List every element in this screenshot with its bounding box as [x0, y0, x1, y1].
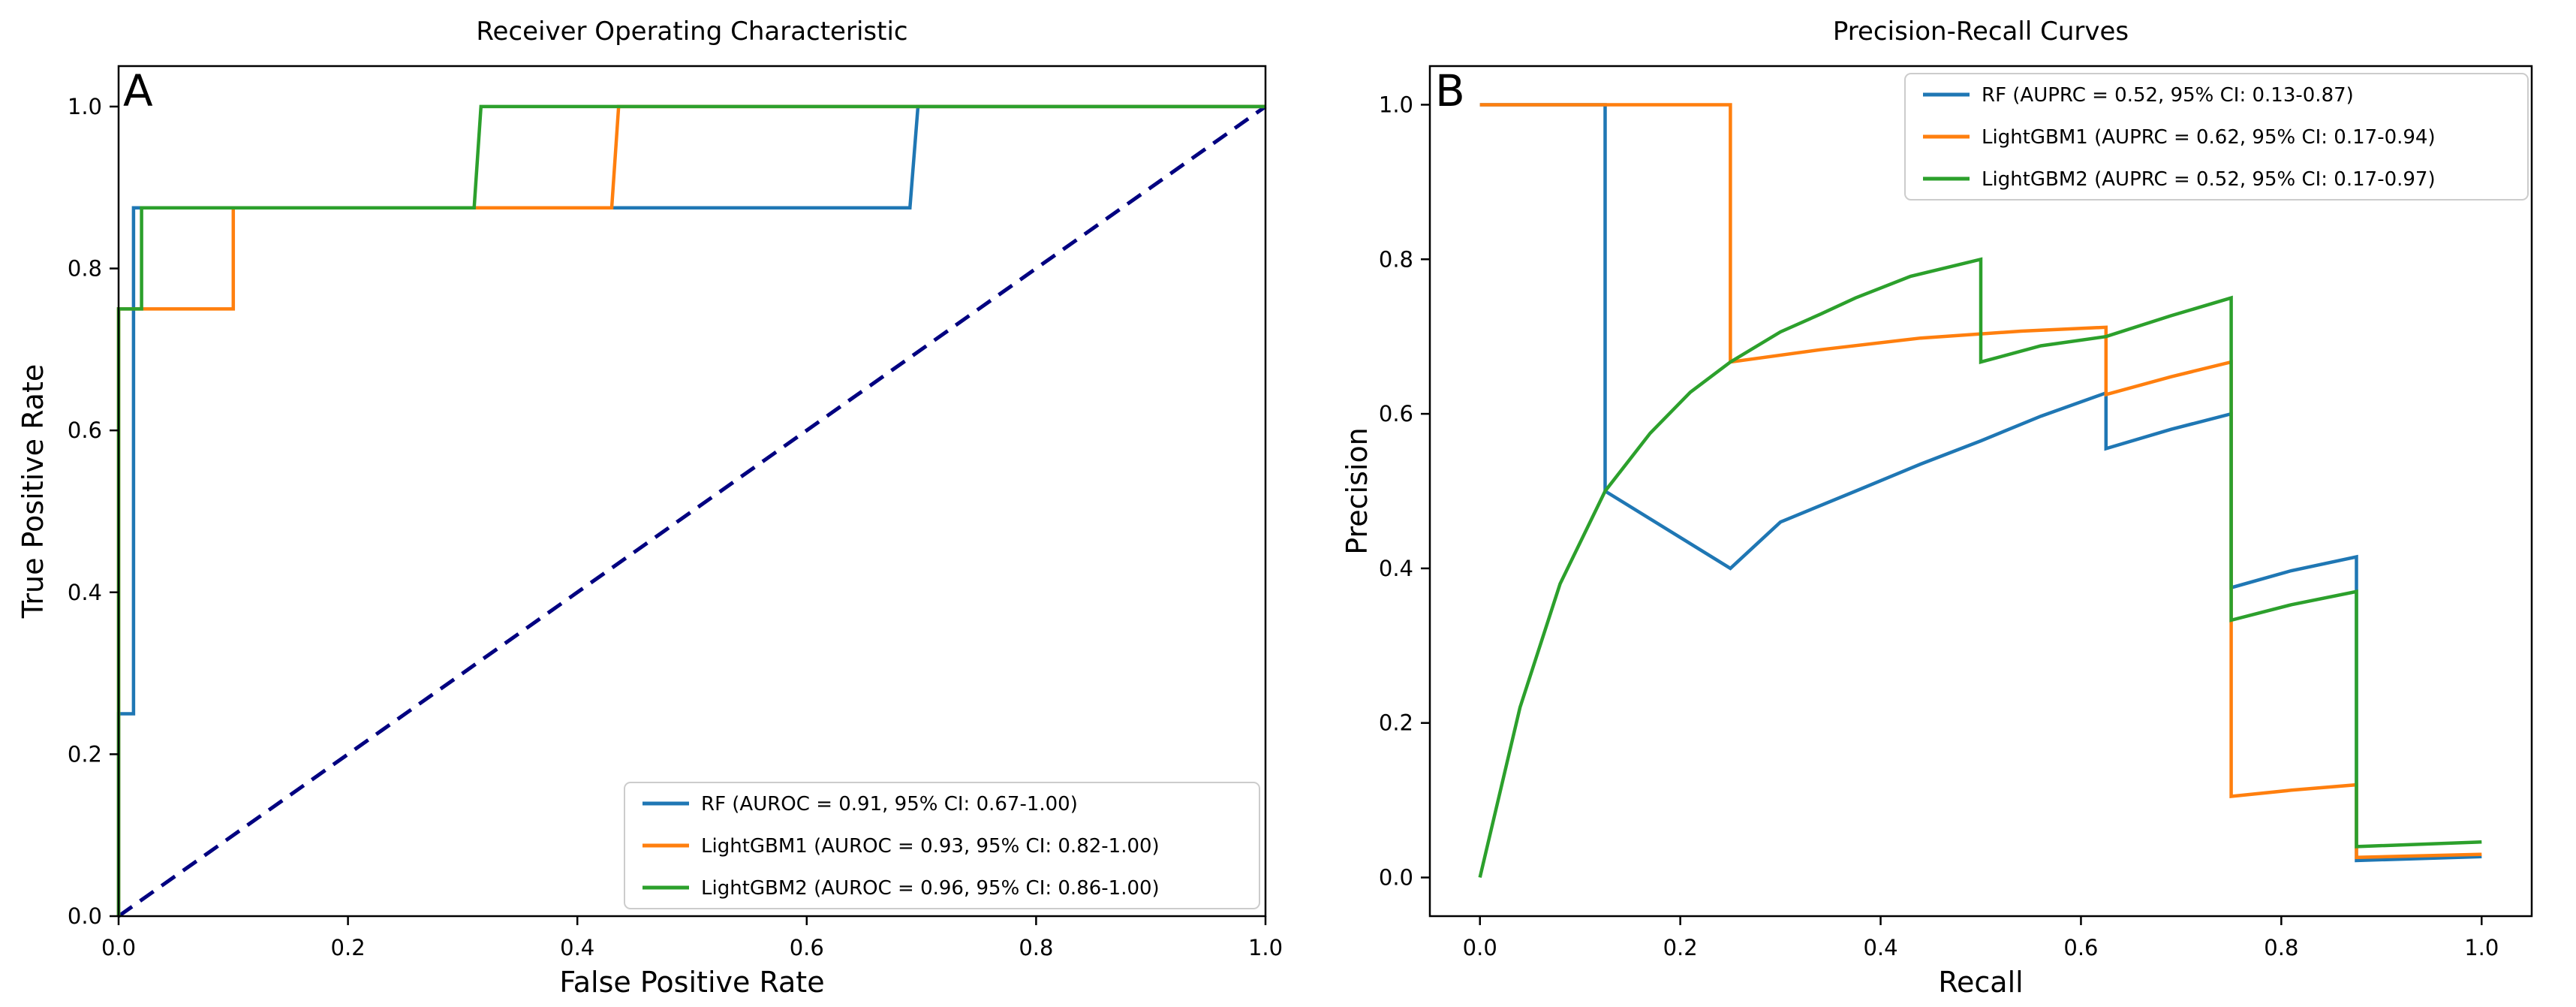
- axes-frame: [1428, 65, 2533, 918]
- x-tick-label: 0.4: [560, 935, 594, 960]
- roc-x-axis-label: False Positive Rate: [559, 966, 825, 999]
- legend-label-lightgbm2: LightGBM2 (AUPRC = 0.52, 95% CI: 0.17-0.…: [1982, 168, 2436, 191]
- pr-x-axis-label: Recall: [1938, 966, 2024, 999]
- x-tick-label: 0.8: [2264, 935, 2298, 960]
- y-tick-label: 0.4: [1379, 556, 1413, 581]
- pr-chart-title: Precision-Recall Curves: [1832, 17, 2129, 47]
- x-tick-label: 0.6: [790, 935, 824, 960]
- y-tick-label: 0.8: [68, 256, 102, 282]
- roc-y-axis-label: True Positive Rate: [17, 363, 50, 619]
- legend-label-rf: RF (AUROC = 0.91, 95% CI: 0.67-1.00): [701, 793, 1078, 816]
- panel-letter-b: B: [1435, 65, 1465, 116]
- curve-chance-diagonal: [117, 104, 1267, 918]
- panel-letter-a: A: [123, 65, 153, 116]
- y-tick-label: 1.0: [68, 94, 102, 119]
- x-tick-label: 0.4: [1863, 935, 1897, 960]
- x-tick-label: 0.2: [1663, 935, 1698, 960]
- y-tick-label: 0.0: [68, 903, 102, 929]
- legend-box: [1904, 73, 2529, 200]
- legend-label-lightgbm2: LightGBM2 (AUROC = 0.96, 95% CI: 0.86-1.…: [701, 877, 1160, 900]
- axes-frame: [117, 65, 1267, 918]
- legend-box: [624, 782, 1260, 909]
- x-tick-label: 0.8: [1019, 935, 1053, 960]
- pr-y-axis-label: Precision: [1341, 427, 1374, 555]
- x-tick-label: 0.6: [2063, 935, 2098, 960]
- y-tick-label: 0.0: [1379, 865, 1413, 891]
- curve-lightgbm2: [1478, 257, 2482, 879]
- legend-label-lightgbm1: LightGBM1 (AUROC = 0.93, 95% CI: 0.82-1.…: [701, 835, 1160, 858]
- y-tick-label: 0.6: [68, 418, 102, 443]
- y-tick-label: 0.2: [68, 741, 102, 767]
- x-tick-label: 0.2: [331, 935, 366, 960]
- roc-chart-title: Receiver Operating Characteristic: [476, 17, 908, 47]
- legend-label-rf: RF (AUPRC = 0.52, 95% CI: 0.13-0.87): [1982, 84, 2354, 107]
- legend-label-lightgbm1: LightGBM1 (AUPRC = 0.62, 95% CI: 0.17-0.…: [1982, 126, 2436, 149]
- x-tick-label: 0.0: [1463, 935, 1497, 960]
- y-tick-label: 0.2: [1379, 710, 1413, 736]
- y-tick-label: 0.8: [1379, 246, 1413, 272]
- y-tick-label: 1.0: [1379, 92, 1413, 117]
- curve-rf: [1479, 103, 2482, 863]
- x-tick-label: 0.0: [101, 935, 136, 960]
- x-tick-label: 1.0: [1248, 935, 1283, 960]
- y-tick-label: 0.6: [1379, 401, 1413, 427]
- y-tick-label: 0.4: [68, 580, 102, 605]
- x-tick-label: 1.0: [2464, 935, 2499, 960]
- curve-lightgbm1: [1479, 103, 2482, 860]
